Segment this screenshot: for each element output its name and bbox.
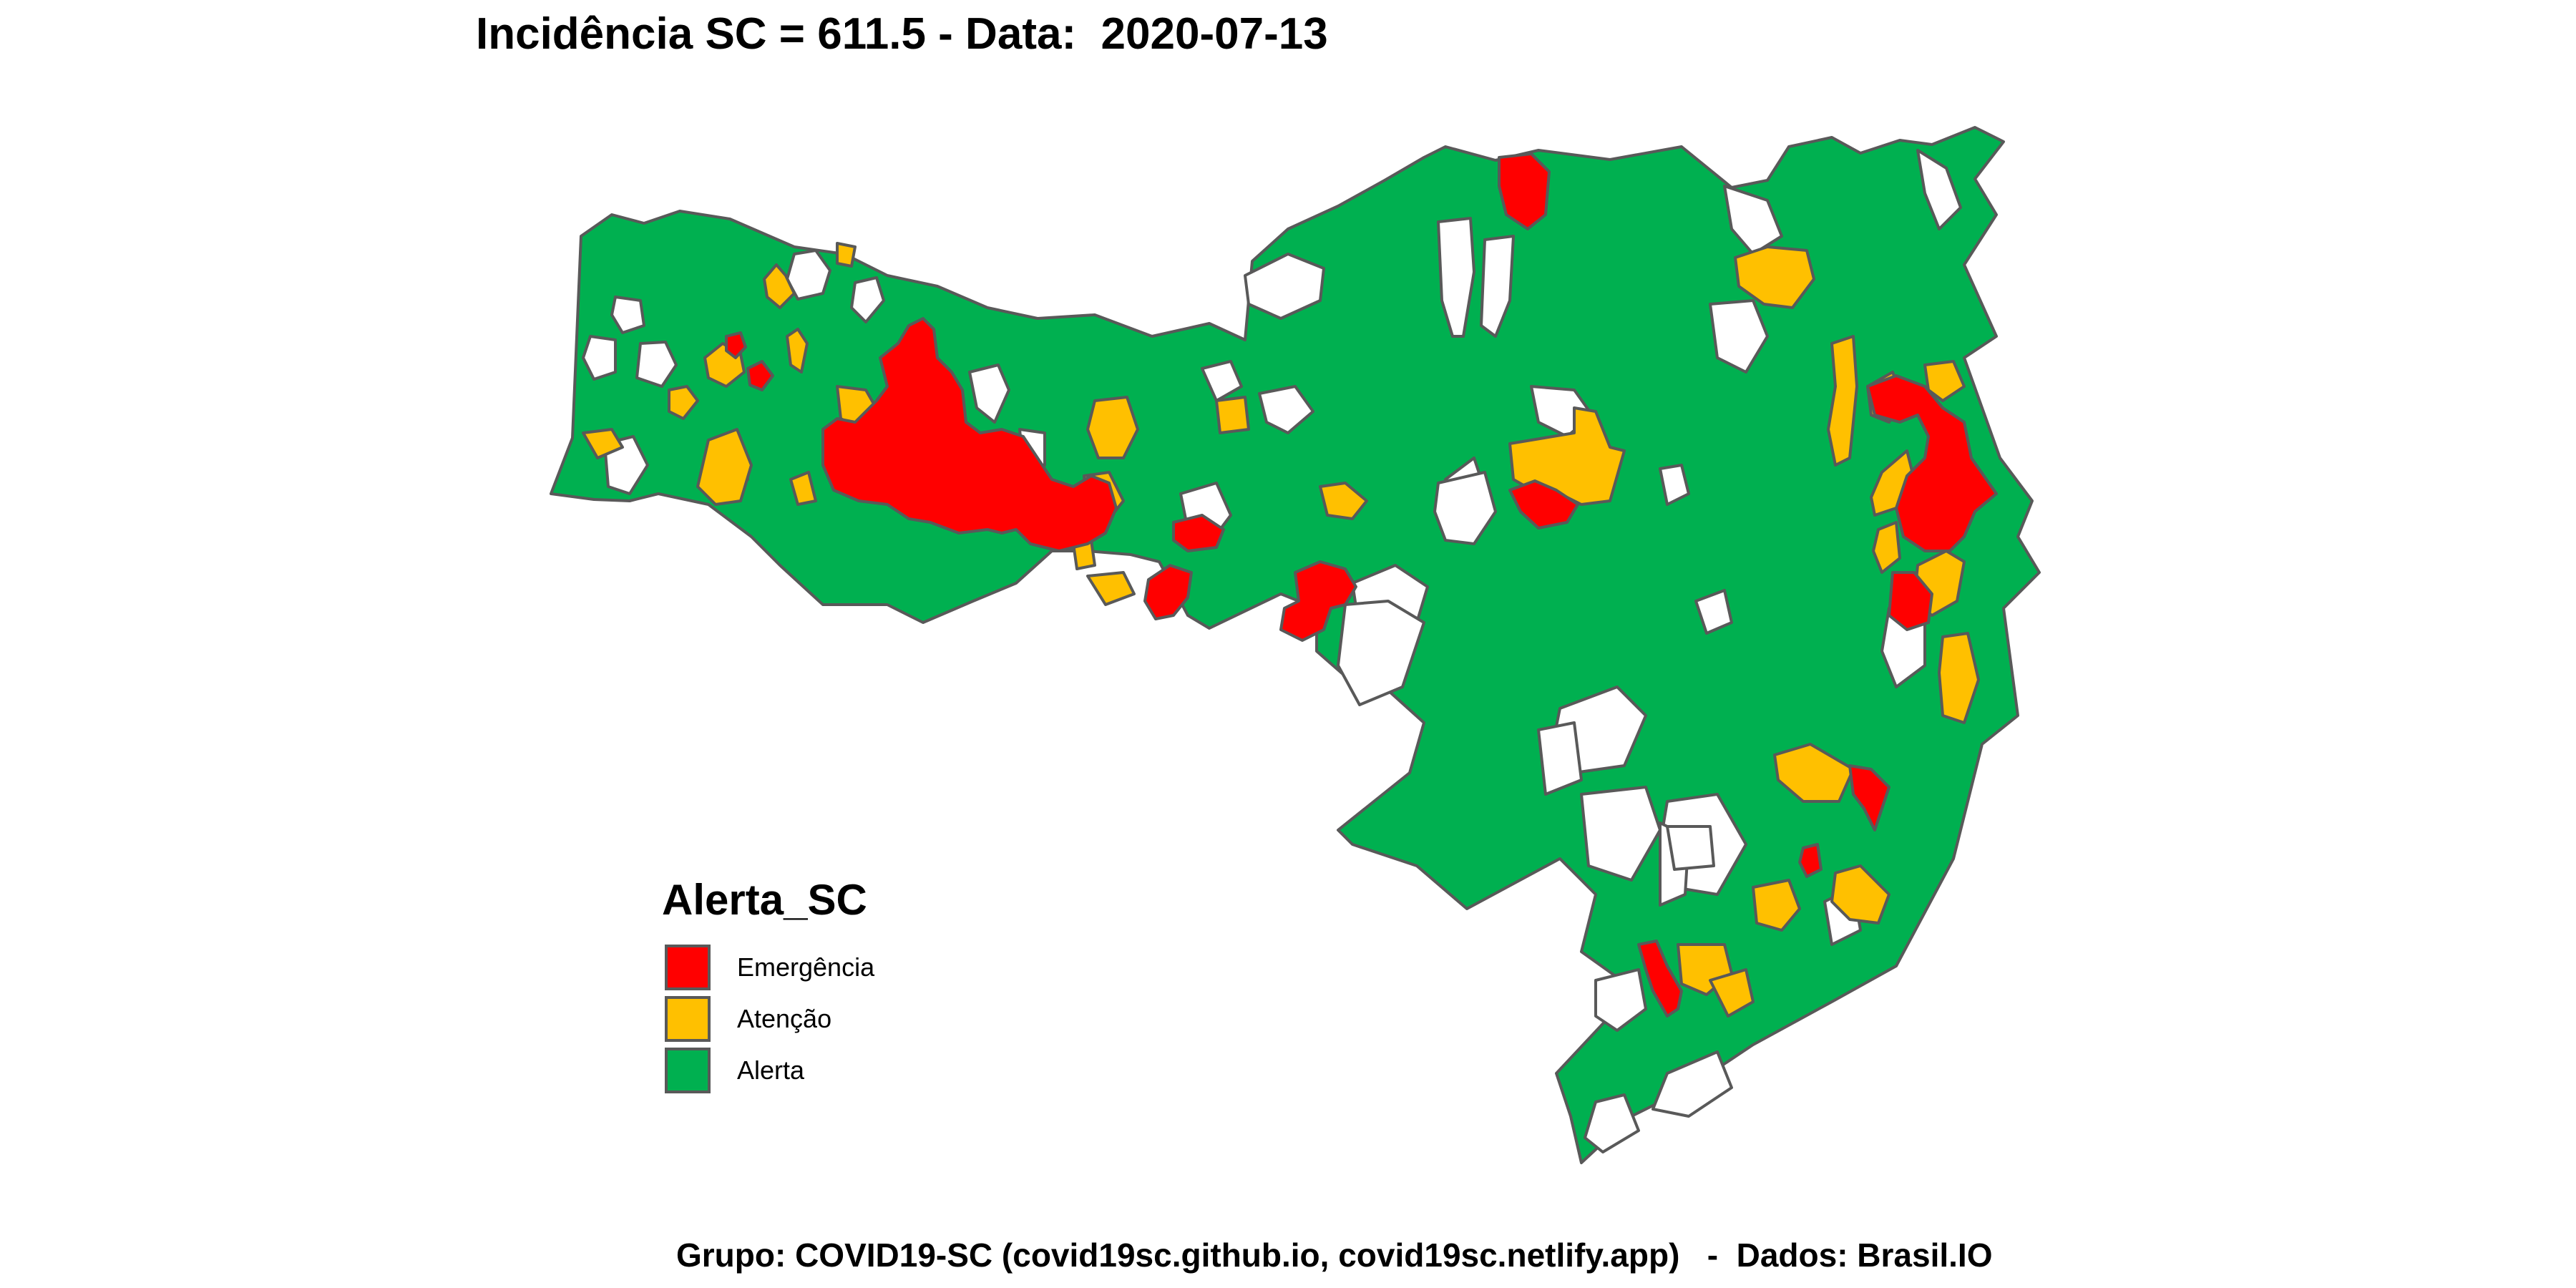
municipality-no-data (1537, 721, 1583, 796)
municipality-atencao (668, 385, 699, 420)
municipality-no-data (850, 276, 885, 323)
municipality-no-data (968, 364, 1010, 424)
municipality-atencao (1830, 864, 1890, 924)
municipality-atencao (1827, 335, 1858, 467)
municipality-no-data (582, 335, 617, 381)
municipality-atencao (786, 328, 809, 374)
municipality-no-data (1437, 217, 1475, 338)
municipality-no-data (1433, 471, 1497, 545)
municipality-no-data (1337, 600, 1425, 706)
municipality-atencao (1086, 396, 1139, 459)
municipality-emergencia (1279, 560, 1357, 642)
municipality-emergencia (1498, 152, 1551, 230)
municipality-no-data (1709, 299, 1769, 374)
municipality-atencao (1086, 571, 1136, 606)
municipality-no-data (1694, 589, 1733, 635)
municipality-emergencia (1508, 479, 1579, 530)
municipality-no-data (1580, 786, 1662, 882)
municipality-no-data (1652, 1050, 1733, 1118)
legend-swatch-emergencia (665, 945, 711, 990)
legend: Alerta_SC Emergência Atenção Alerta (662, 874, 874, 1099)
municipality-atencao (789, 471, 817, 506)
municipality-no-data (1666, 825, 1715, 871)
municipality-atencao (1752, 879, 1801, 932)
municipality-emergencia (821, 317, 1118, 552)
municipality-atencao (1734, 245, 1815, 309)
municipality-no-data (1584, 1093, 1640, 1153)
municipality-atencao (836, 242, 857, 268)
municipality-atencao (696, 428, 753, 506)
municipality-atencao (1709, 968, 1755, 1018)
municipality-no-data (1480, 235, 1515, 338)
legend-label: Alerta (737, 1055, 805, 1085)
map-title: Incidência SC = 611.5 - Data: 2020-07-13 (476, 9, 1328, 59)
municipality-emergencia (1143, 564, 1193, 620)
municipality-emergencia (1848, 764, 1890, 831)
municipality-atencao (1923, 360, 1966, 402)
municipality-emergencia (1172, 514, 1225, 552)
legend-item-emergencia: Emergência (662, 945, 874, 996)
municipality-atencao (1319, 482, 1368, 520)
municipality-emergencia (1866, 374, 1998, 552)
legend-item-atencao: Atenção (662, 996, 867, 1048)
legend-label: Atenção (737, 1004, 832, 1033)
municipality-atencao (1872, 521, 1901, 574)
municipality-no-data (1258, 385, 1314, 434)
municipality-no-data (1723, 185, 1783, 255)
municipality-no-data (1659, 464, 1690, 506)
municipality-atencao (1773, 743, 1855, 803)
legend-swatch-atencao (665, 996, 711, 1042)
municipality-atencao (1215, 396, 1250, 434)
legend-swatch-alerta (665, 1048, 711, 1093)
municipality-no-data (635, 341, 678, 388)
municipality-atencao (1938, 632, 1980, 724)
municipality-no-data (1201, 360, 1243, 402)
municipality-atencao (763, 263, 796, 309)
legend-title: Alerta_SC (662, 876, 867, 924)
municipality-no-data (1594, 968, 1647, 1032)
municipality-emergencia (746, 360, 774, 391)
municipality-no-data (610, 296, 645, 334)
municipality-no-data (1244, 253, 1325, 320)
source-caption: Grupo: COVID19-SC (covid19sc.github.io, … (676, 1236, 1993, 1274)
legend-item-alerta: Alerta (662, 1048, 867, 1099)
municipality-emergencia (725, 331, 747, 359)
municipality-emergencia (1637, 940, 1683, 1018)
legend-label: Emergência (737, 952, 875, 982)
municipality-emergencia (1798, 843, 1823, 878)
municipality-emergencia (1888, 571, 1933, 631)
municipality-atencao (582, 428, 624, 459)
municipality-no-data (1916, 149, 1962, 230)
